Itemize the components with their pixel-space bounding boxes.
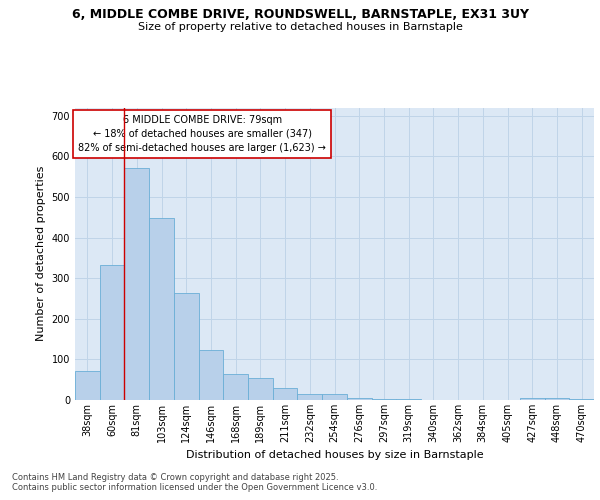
Bar	[75, 371, 100, 400]
Bar	[396, 399, 421, 400]
Bar	[223, 374, 248, 400]
Text: 6, MIDDLE COMBE DRIVE, ROUNDSWELL, BARNSTAPLE, EX31 3UY: 6, MIDDLE COMBE DRIVE, ROUNDSWELL, BARNS…	[71, 8, 529, 20]
Bar	[298, 394, 322, 400]
Bar	[149, 218, 174, 400]
Bar	[569, 399, 594, 400]
Text: Size of property relative to detached houses in Barnstaple: Size of property relative to detached ho…	[137, 22, 463, 32]
Y-axis label: Number of detached properties: Number of detached properties	[36, 166, 46, 342]
X-axis label: Distribution of detached houses by size in Barnstaple: Distribution of detached houses by size …	[185, 450, 484, 460]
Bar	[347, 398, 371, 400]
Text: 6 MIDDLE COMBE DRIVE: 79sqm
← 18% of detached houses are smaller (347)
82% of se: 6 MIDDLE COMBE DRIVE: 79sqm ← 18% of det…	[78, 115, 326, 153]
Bar	[520, 398, 545, 400]
Bar	[124, 168, 149, 400]
Bar	[100, 264, 124, 400]
Bar	[371, 399, 396, 400]
Bar	[199, 350, 223, 400]
Bar	[248, 378, 273, 400]
Bar	[174, 293, 199, 400]
Bar	[545, 398, 569, 400]
Text: Contains HM Land Registry data © Crown copyright and database right 2025.
Contai: Contains HM Land Registry data © Crown c…	[12, 472, 377, 492]
Bar	[273, 388, 298, 400]
Bar	[322, 394, 347, 400]
